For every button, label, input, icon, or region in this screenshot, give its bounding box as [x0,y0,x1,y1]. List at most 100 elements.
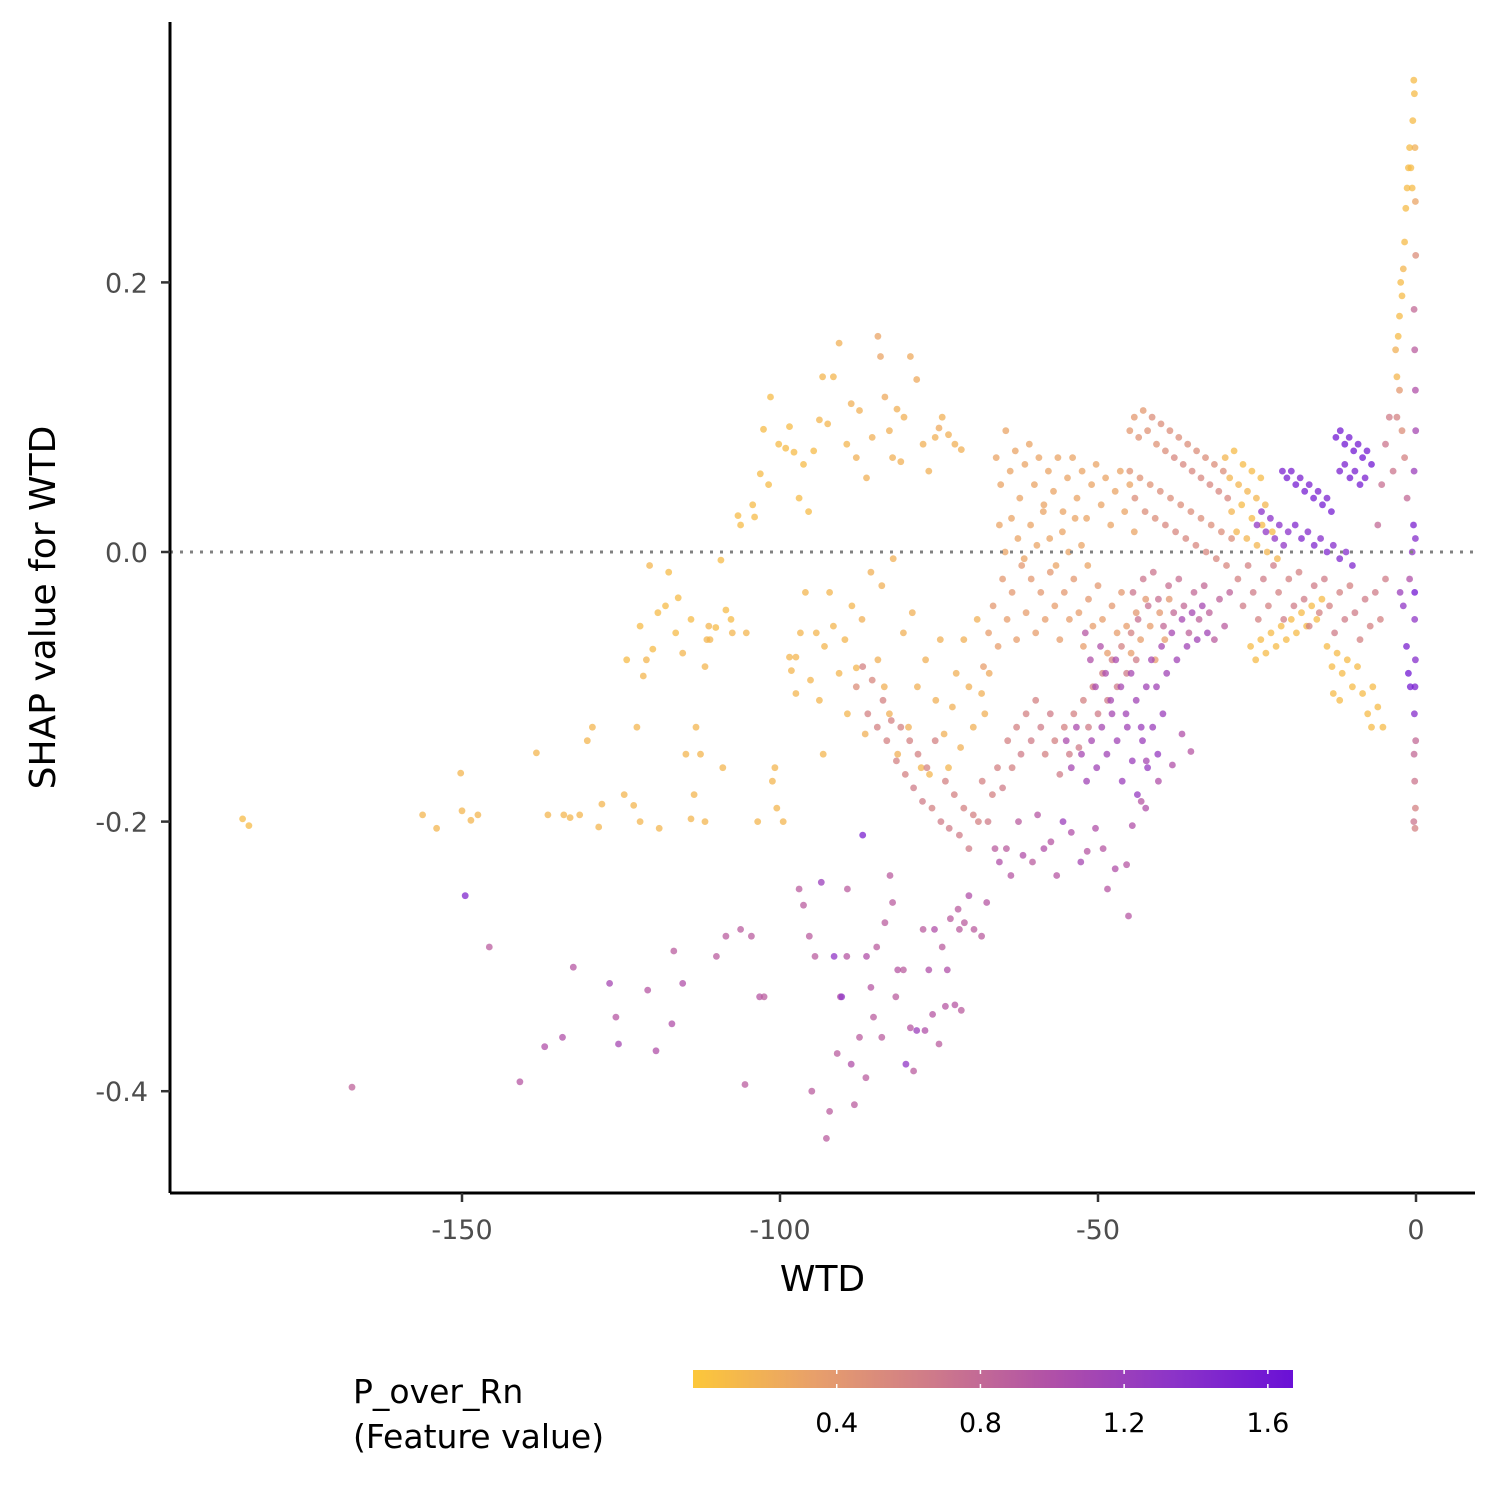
data-point [1166,427,1174,435]
data-point [1153,683,1160,691]
data-point [926,771,933,778]
data-point [737,521,744,529]
data-point [1078,467,1086,475]
data-point [1328,508,1335,515]
data-point [1118,777,1126,785]
data-point [1268,528,1276,536]
data-point [583,737,591,745]
data-point [615,1040,622,1048]
data-point [786,653,793,661]
data-point [942,1002,949,1010]
data-point [1295,568,1303,576]
data-point [1248,514,1256,522]
data-point [1137,636,1144,643]
data-point [1118,643,1125,650]
data-point [800,901,807,909]
data-point [1215,487,1223,495]
data-point [1149,568,1157,576]
data-point [1261,501,1269,509]
data-point [1411,683,1419,691]
data-point [1125,912,1132,920]
data-point [881,393,889,401]
data-point [929,1011,936,1018]
data-point [1137,723,1145,731]
data-point [1304,528,1312,536]
data-point [1396,589,1404,596]
data-point [821,643,828,650]
data-point [1083,514,1090,522]
data-point [812,629,820,637]
data-point [1183,643,1191,650]
data-point [843,440,851,448]
data-point [1280,541,1288,549]
data-point [1085,595,1092,603]
data-point [1067,829,1075,836]
data-point [960,636,968,643]
data-point [679,980,687,987]
data-point [1008,764,1016,772]
data-point [877,353,884,360]
data-point [682,750,690,758]
data-point [1013,723,1020,731]
data-point [1187,508,1195,515]
data-point [674,594,682,602]
data-point [697,750,704,758]
data-point [1128,757,1136,765]
x-axis-ticks: -150 -100 -50 0 [431,1193,1425,1246]
data-point [1239,602,1247,610]
data-point [859,831,867,839]
data-point [1263,548,1271,556]
data-point [1283,474,1291,482]
data-point [1329,690,1337,697]
data-point [717,556,725,564]
data-point [1108,602,1116,610]
data-point [1378,481,1386,488]
data-point [1412,804,1419,812]
data-point [1291,521,1299,529]
data-point [852,664,860,672]
data-point [1403,494,1411,502]
data-point [606,980,613,987]
data-point [1108,710,1116,718]
data-point [1060,589,1068,596]
data-point [873,723,881,731]
data-point [1139,575,1147,583]
data-point [994,643,1002,650]
data-point [1405,669,1412,677]
data-point [1040,845,1048,852]
data-point [805,932,813,940]
data-point [1045,467,1052,475]
legend-title-line-2: (Feature value) [353,1417,604,1456]
data-point [751,513,758,521]
data-point [1277,622,1285,630]
data-point [1052,562,1060,569]
x-tick-label: 0 [1407,1215,1424,1246]
data-point [1178,730,1186,738]
data-point [1298,609,1305,617]
data-point [1397,279,1405,286]
data-point [943,966,951,974]
data-point [894,966,902,974]
data-point [1056,636,1064,643]
data-point [1032,696,1040,704]
data-point [1228,508,1235,515]
data-point [1111,865,1119,873]
data-point [1142,804,1150,812]
data-point [1271,535,1279,542]
data-point [1059,818,1067,825]
data-point [1341,616,1349,623]
data-point [779,818,787,825]
data-point [1039,508,1047,515]
data-point [1389,467,1397,475]
data-point [1328,663,1336,670]
data-point [870,1013,877,1021]
data-point [1129,589,1137,596]
data-point [897,723,905,731]
data-point [566,814,574,821]
data-point [1248,467,1256,475]
data-point [1401,238,1408,246]
data-point [1027,737,1035,745]
data-point [1165,595,1173,603]
data-point [1228,535,1235,542]
data-point [985,669,993,677]
